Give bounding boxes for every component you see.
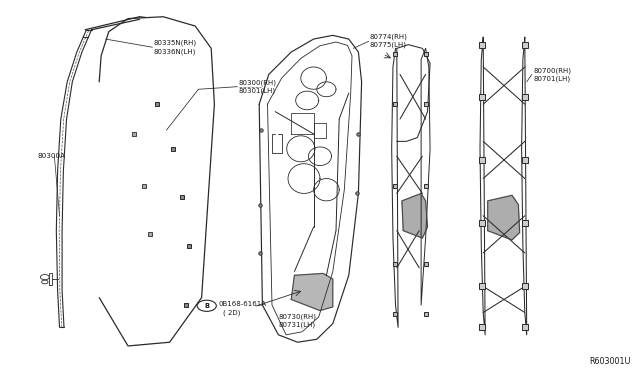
Text: 0B168-6161A: 0B168-6161A xyxy=(219,301,267,307)
Text: 80335N(RH): 80335N(RH) xyxy=(154,39,196,46)
Polygon shape xyxy=(291,273,333,311)
Polygon shape xyxy=(488,195,520,240)
Text: R603001U: R603001U xyxy=(589,357,630,366)
Polygon shape xyxy=(402,193,428,238)
Text: 80730(RH): 80730(RH) xyxy=(278,314,316,320)
Text: 80300(RH): 80300(RH) xyxy=(239,79,276,86)
Text: 80700(RH): 80700(RH) xyxy=(533,67,571,74)
Text: 80774(RH): 80774(RH) xyxy=(370,34,408,41)
Text: 80701(LH): 80701(LH) xyxy=(533,75,570,82)
Text: 80300A: 80300A xyxy=(37,153,65,159)
Text: B: B xyxy=(204,303,209,309)
Text: 80731(LH): 80731(LH) xyxy=(278,321,316,328)
Text: 80775(LH): 80775(LH) xyxy=(370,42,407,48)
Text: ( 2D): ( 2D) xyxy=(223,310,240,317)
Text: 80336N(LH): 80336N(LH) xyxy=(154,48,196,55)
Text: 80301(LH): 80301(LH) xyxy=(239,87,276,94)
